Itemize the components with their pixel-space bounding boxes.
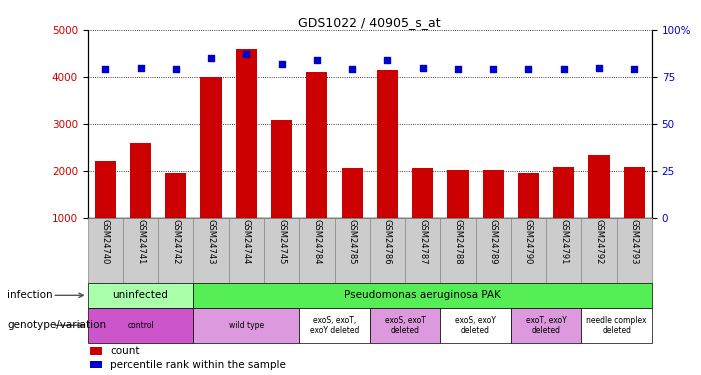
Bar bbox=[447, 170, 468, 217]
Bar bbox=[405, 217, 440, 283]
Bar bbox=[377, 70, 398, 217]
Text: GSM24743: GSM24743 bbox=[207, 219, 216, 265]
Text: percentile rank within the sample: percentile rank within the sample bbox=[110, 360, 286, 369]
Bar bbox=[229, 217, 264, 283]
Bar bbox=[588, 155, 610, 218]
Text: genotype/variation: genotype/variation bbox=[7, 320, 106, 330]
Bar bbox=[341, 168, 362, 217]
Text: GSM24785: GSM24785 bbox=[348, 219, 357, 265]
Point bbox=[346, 66, 358, 72]
Text: exoT, exoY
deleted: exoT, exoY deleted bbox=[526, 316, 566, 335]
Text: GSM24742: GSM24742 bbox=[171, 219, 180, 265]
Bar bbox=[617, 217, 652, 283]
Text: count: count bbox=[110, 346, 139, 356]
Text: GSM24744: GSM24744 bbox=[242, 219, 251, 265]
Bar bbox=[553, 167, 574, 218]
Title: GDS1022 / 40905_s_at: GDS1022 / 40905_s_at bbox=[299, 16, 441, 29]
Bar bbox=[264, 217, 299, 283]
Text: GSM24787: GSM24787 bbox=[418, 219, 427, 265]
Bar bbox=[511, 308, 581, 343]
Bar bbox=[581, 308, 652, 343]
Bar bbox=[158, 217, 193, 283]
Point bbox=[100, 66, 111, 72]
Text: GSM24784: GSM24784 bbox=[313, 219, 321, 265]
Point bbox=[452, 66, 463, 72]
Text: GSM24745: GSM24745 bbox=[277, 219, 286, 265]
Text: Pseudomonas aeruginosa PAK: Pseudomonas aeruginosa PAK bbox=[344, 290, 501, 300]
Bar bbox=[88, 217, 123, 283]
Bar bbox=[624, 167, 645, 218]
Bar bbox=[90, 347, 102, 355]
Text: exoS, exoY
deleted: exoS, exoY deleted bbox=[455, 316, 496, 335]
Text: GSM24791: GSM24791 bbox=[559, 219, 569, 265]
Bar bbox=[412, 168, 433, 217]
Text: GSM24793: GSM24793 bbox=[629, 219, 639, 265]
Point bbox=[311, 57, 322, 63]
Bar bbox=[271, 120, 292, 218]
Point bbox=[488, 66, 499, 72]
Text: GSM24789: GSM24789 bbox=[489, 219, 498, 265]
Bar bbox=[165, 173, 186, 217]
Bar bbox=[518, 173, 539, 217]
Bar bbox=[581, 217, 617, 283]
Text: GSM24790: GSM24790 bbox=[524, 219, 533, 265]
Point bbox=[135, 64, 146, 70]
Bar bbox=[370, 217, 405, 283]
Bar bbox=[440, 308, 511, 343]
Bar bbox=[193, 283, 652, 308]
Bar bbox=[370, 308, 440, 343]
Point bbox=[170, 66, 182, 72]
Text: GSM24786: GSM24786 bbox=[383, 219, 392, 265]
Bar bbox=[299, 308, 370, 343]
Point bbox=[594, 64, 605, 70]
Text: GSM24740: GSM24740 bbox=[101, 219, 110, 265]
Bar bbox=[193, 308, 299, 343]
Point bbox=[417, 64, 428, 70]
Text: control: control bbox=[127, 321, 154, 330]
Bar bbox=[95, 161, 116, 218]
Point bbox=[629, 66, 640, 72]
Bar bbox=[334, 217, 370, 283]
Text: uninfected: uninfected bbox=[113, 290, 168, 300]
Bar bbox=[130, 142, 151, 218]
Bar bbox=[88, 308, 193, 343]
Text: exoS, exoT,
exoY deleted: exoS, exoT, exoY deleted bbox=[310, 316, 359, 335]
Text: GSM24788: GSM24788 bbox=[454, 219, 463, 265]
Text: needle complex
deleted: needle complex deleted bbox=[587, 316, 647, 335]
Bar bbox=[236, 49, 257, 217]
Bar bbox=[123, 217, 158, 283]
Point bbox=[382, 57, 393, 63]
Point bbox=[276, 61, 287, 67]
Bar bbox=[475, 217, 511, 283]
Point bbox=[558, 66, 569, 72]
Bar bbox=[90, 361, 102, 368]
Bar bbox=[482, 170, 504, 217]
Text: infection: infection bbox=[7, 290, 53, 300]
Text: GSM24741: GSM24741 bbox=[136, 219, 145, 265]
Bar bbox=[200, 77, 222, 218]
Bar bbox=[193, 217, 229, 283]
Bar bbox=[546, 217, 581, 283]
Text: GSM24792: GSM24792 bbox=[594, 219, 604, 265]
Bar bbox=[306, 72, 327, 217]
Bar bbox=[299, 217, 334, 283]
Point bbox=[240, 51, 252, 57]
Bar bbox=[440, 217, 475, 283]
Bar bbox=[511, 217, 546, 283]
Text: exoS, exoT
deleted: exoS, exoT deleted bbox=[385, 316, 426, 335]
Point bbox=[523, 66, 534, 72]
Point bbox=[205, 55, 217, 61]
Bar bbox=[88, 283, 193, 308]
Text: wild type: wild type bbox=[229, 321, 264, 330]
